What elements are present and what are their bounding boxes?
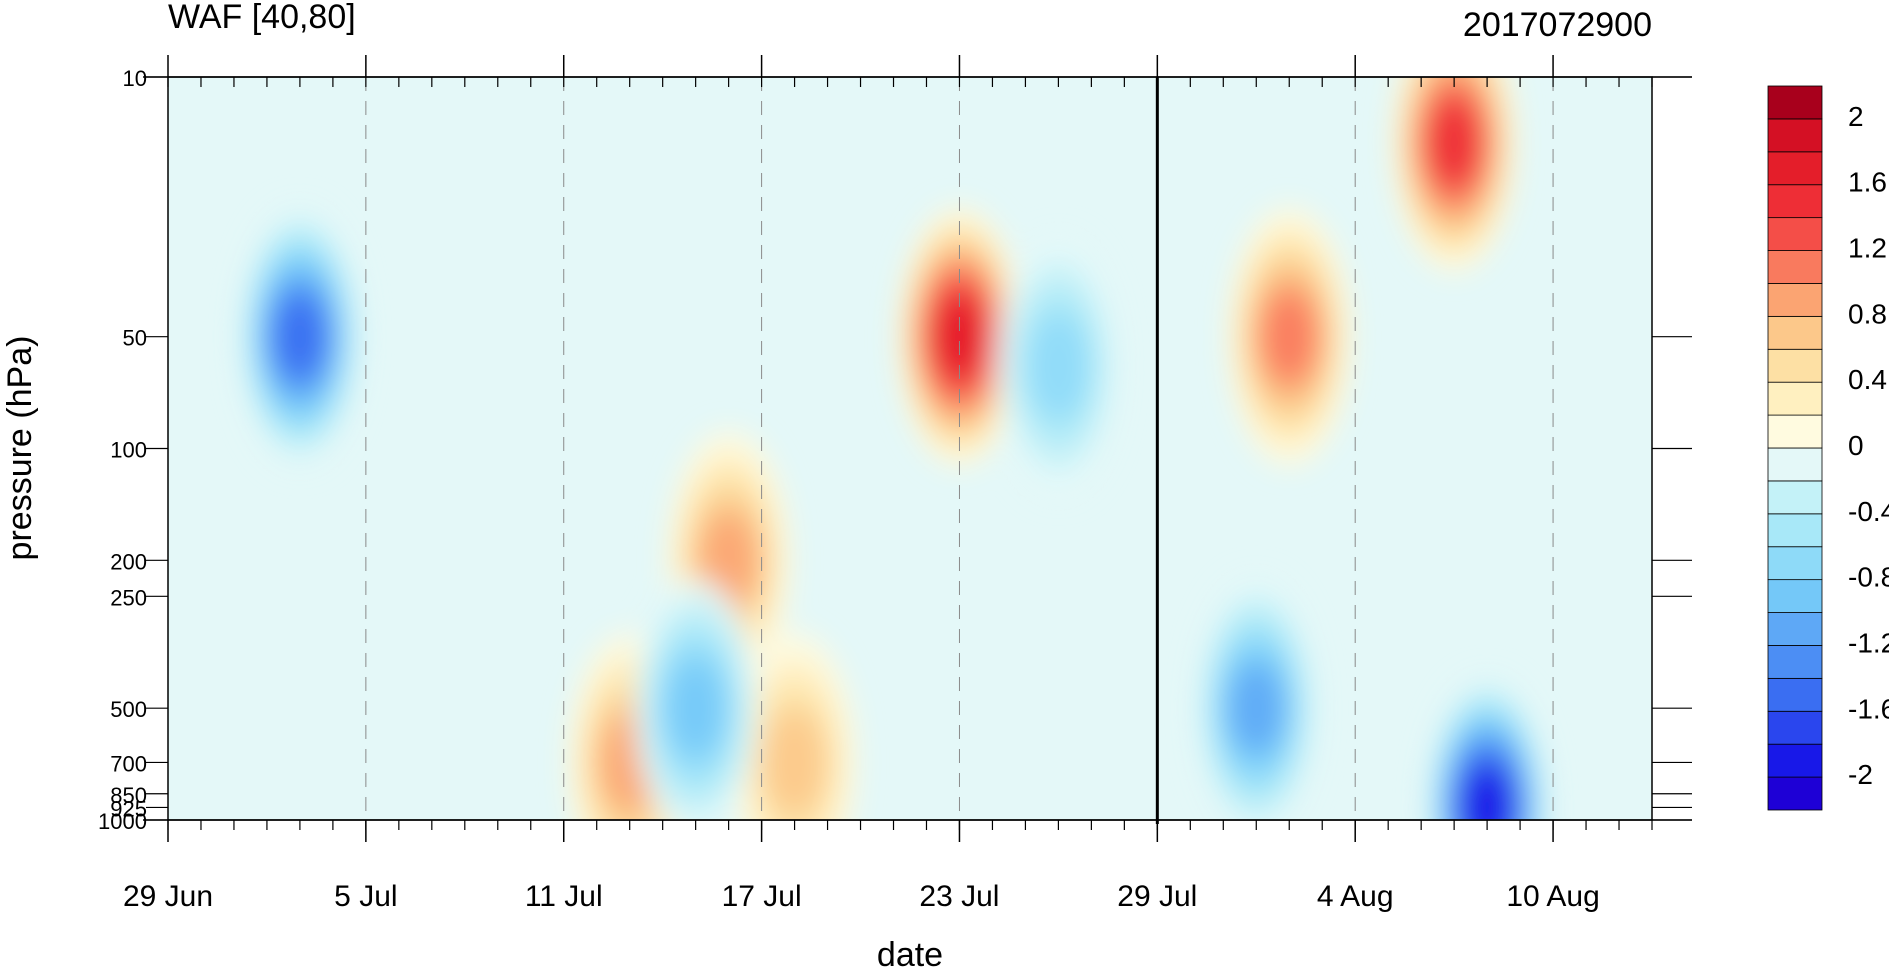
y-tick-label: 100 [110, 438, 147, 463]
waf-contour-shape [764, 710, 826, 815]
colorbar-bin [1767, 348, 1823, 383]
y-tick-label: 250 [110, 585, 147, 610]
colorbar-bin [1767, 381, 1823, 416]
colorbar-bin [1767, 250, 1823, 284]
colorbar-label: -2 [1848, 759, 1873, 790]
y-tick-label: 200 [110, 549, 147, 574]
colorbar-bin [1767, 217, 1823, 251]
y-tick-label: 1000 [98, 809, 147, 834]
colorbar-label: 1.2 [1848, 233, 1887, 264]
colorbar-label: -0.4 [1848, 496, 1889, 527]
x-tick-label: 29 Jun [123, 880, 213, 913]
colorbar-bin [1767, 151, 1823, 186]
waf-contour-shape [1262, 293, 1317, 381]
x-tick-label: 29 Jul [1117, 880, 1197, 913]
waf-contour-shape [667, 661, 725, 756]
colorbar-label: -0.8 [1848, 562, 1889, 593]
x-tick-label: 17 Jul [722, 880, 802, 913]
colorbar-bin [1767, 546, 1823, 581]
waf-field [237, 77, 1550, 820]
x-tick-label: 10 Aug [1506, 880, 1599, 913]
colorbar-label: -1.6 [1848, 693, 1889, 724]
waf-contour-shape [1428, 103, 1480, 182]
x-tick-label: 11 Jul [525, 880, 603, 913]
waf-contour-shape [1462, 770, 1512, 820]
colorbar-bin [1767, 283, 1823, 317]
colorbar-label: 2 [1848, 101, 1864, 132]
colorbar-label: -1.2 [1848, 627, 1889, 658]
y-axis-label: pressure (hPa) [1, 336, 39, 561]
colorbar-bin [1767, 414, 1823, 449]
x-tick-label: 5 Jul [334, 880, 397, 913]
waf-contour-shape [274, 297, 326, 376]
y-tick-label: 50 [123, 326, 147, 351]
colorbar-bin [1767, 677, 1823, 712]
colorbar-bin [1767, 315, 1823, 350]
x-axis-label: date [877, 936, 943, 968]
y-tick-label: 10 [123, 66, 147, 91]
y-tick-label: 500 [110, 697, 147, 722]
plot-area [168, 77, 1652, 820]
colorbar-label: 0.8 [1848, 298, 1887, 329]
colorbar-bin [1767, 743, 1823, 778]
waf-contour-shape [1027, 313, 1089, 419]
axis-lines [143, 76, 1692, 821]
colorbar-bin [1767, 776, 1823, 811]
colorbar-bin [1767, 480, 1823, 515]
chart-title-left: WAF [40,80] [168, 0, 356, 36]
colorbar-label: 1.6 [1848, 167, 1887, 198]
colorbar-bin [1767, 513, 1823, 548]
colorbar-bin [1767, 612, 1823, 646]
x-axis-ticks: 29 Jun 5 Jul 11 Jul 17 Jul 23 Jul 29 Jul 4 Aug… [123, 55, 1653, 913]
y-tick-label: 925 [110, 796, 147, 821]
colorbar-bin [1767, 118, 1823, 153]
colorbar-label: 0.4 [1848, 364, 1887, 395]
chart-title-right: 2017072900 [1463, 6, 1652, 44]
waf-contour-shape [934, 299, 985, 375]
colorbar-bin [1767, 447, 1823, 482]
y-tick-label: 850 [110, 783, 147, 808]
y-tick-label: 700 [110, 751, 147, 776]
colorbar: 2 1.6 1.2 0.8 0.4 0 -0.4 -0.8 -1.2 -1.6 -2 [1767, 85, 1889, 811]
x-tick-label: 4 Aug [1317, 880, 1394, 913]
colorbar-bin [1767, 85, 1823, 120]
colorbar-label: 0 [1848, 430, 1864, 461]
colorbar-bin [1767, 710, 1823, 745]
colorbar-bin [1767, 645, 1823, 679]
waf-contour-shape [1229, 664, 1284, 752]
colorbar-bin [1767, 184, 1823, 219]
x-tick-label: 23 Jul [919, 880, 999, 913]
colorbar-bin [1767, 579, 1823, 613]
